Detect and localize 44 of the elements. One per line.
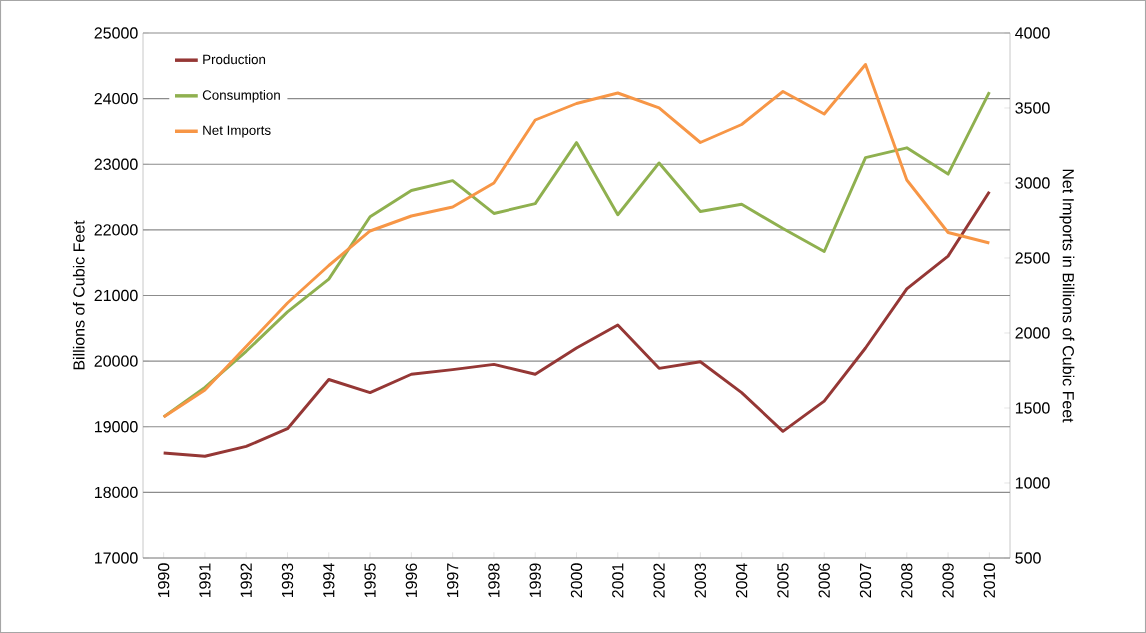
- x-tick-label: 1994: [323, 563, 335, 598]
- x-tick-label: 1993: [281, 563, 294, 598]
- x-tick-label: 1996: [405, 563, 418, 598]
- y2-tick-label: 1000: [1015, 477, 1050, 489]
- y-axis-title: Billions of Cubic Feet: [72, 220, 85, 370]
- y-tick-label: 23000: [94, 158, 138, 170]
- x-tick-label: 2009: [942, 563, 954, 598]
- y2-tick-label: 4000: [1015, 27, 1050, 39]
- y-tick-label: 22000: [94, 224, 138, 236]
- y-tick-label: 20000: [94, 355, 138, 367]
- x-tick-label: 2000: [570, 563, 583, 598]
- y2-tick-label: 500: [1015, 552, 1041, 564]
- x-tick-label: 1992: [240, 563, 252, 598]
- y-tick-label: 19000: [95, 421, 138, 433]
- y-tick-label: 25000: [94, 27, 138, 39]
- x-tick-label: 2007: [859, 563, 872, 598]
- x-tick-label: 2001: [612, 563, 624, 598]
- x-tick-label: 2005: [777, 563, 789, 598]
- y2-tick-label: 3000: [1015, 177, 1050, 189]
- x-tick-label: 2008: [901, 563, 913, 598]
- y2-tick-label: 2500: [1015, 252, 1050, 264]
- x-tick-label: 1995: [364, 563, 376, 598]
- x-tick-label: 1991: [199, 563, 211, 598]
- x-tick-label: 1990: [157, 563, 170, 598]
- x-tick-label: 2006: [818, 563, 830, 598]
- x-tick-label: 1999: [529, 563, 541, 598]
- x-tick-label: 2004: [735, 563, 748, 598]
- y-tick-label: 21000: [94, 289, 138, 302]
- legend-label: Production: [203, 54, 266, 65]
- x-tick-label: 2002: [653, 563, 665, 598]
- y-tick-label: 18000: [95, 486, 138, 499]
- y2-tick-label: 1500: [1015, 402, 1050, 414]
- line-series: [162, 190, 991, 458]
- y2-axis-title: Net Imports in Billions of Cubic Feet: [1059, 169, 1075, 423]
- legend-label: Consumption: [202, 90, 280, 103]
- x-tick-label: 2010: [983, 563, 996, 598]
- y-tick-label: 24000: [94, 92, 138, 105]
- x-tick-label: 2003: [694, 563, 707, 598]
- y2-tick-label: 2000: [1015, 327, 1050, 339]
- y-tick-label: 17000: [95, 552, 138, 564]
- legend-label: Net Imports: [203, 125, 271, 138]
- x-tick-label: 1997: [446, 563, 459, 598]
- y2-tick-label: 3500: [1015, 102, 1050, 114]
- x-tick-label: 1998: [488, 563, 500, 598]
